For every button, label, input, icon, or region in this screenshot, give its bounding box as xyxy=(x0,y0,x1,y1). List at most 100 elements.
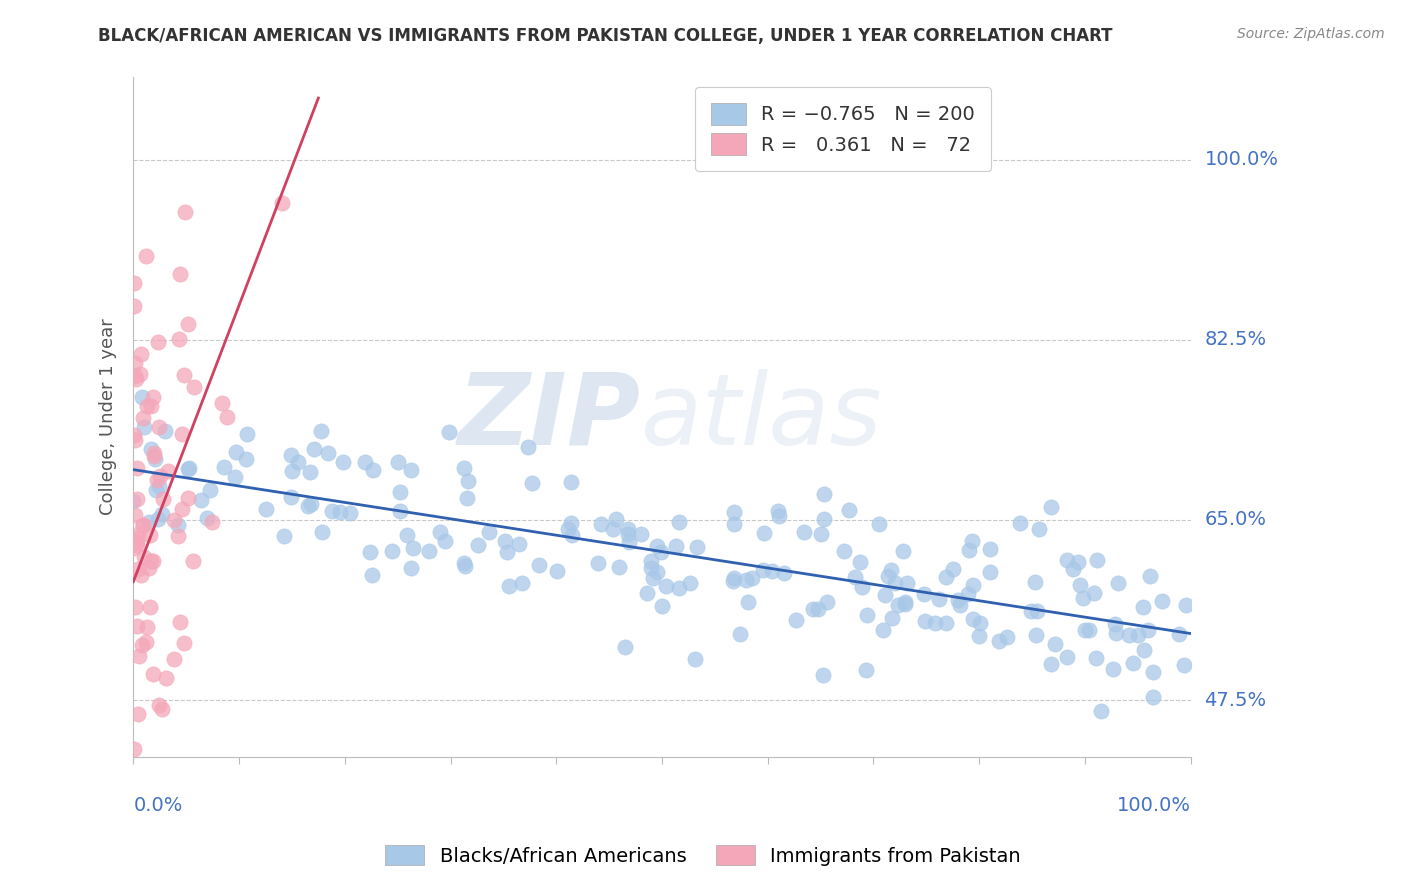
Point xyxy=(607,559,630,574)
Text: BLACK/AFRICAN AMERICAN VS IMMIGRANTS FROM PAKISTAN COLLEGE, UNDER 1 YEAR CORRELA: BLACK/AFRICAN AMERICAN VS IMMIGRANTS FRO… xyxy=(98,27,1114,45)
Point xyxy=(131,638,153,652)
Point xyxy=(129,567,152,582)
Point xyxy=(183,379,205,393)
Point xyxy=(807,601,830,615)
Point xyxy=(1039,657,1062,672)
Point xyxy=(124,508,146,523)
Point xyxy=(332,455,354,469)
Point xyxy=(418,544,440,558)
Point xyxy=(969,616,991,631)
Text: 47.5%: 47.5% xyxy=(1205,690,1267,709)
Point xyxy=(339,507,361,521)
Point xyxy=(280,448,302,462)
Point xyxy=(650,544,672,558)
Point xyxy=(125,372,148,386)
Point xyxy=(813,487,835,501)
Point xyxy=(132,419,155,434)
Point xyxy=(617,526,640,541)
Point xyxy=(813,512,835,526)
Point xyxy=(1085,553,1108,567)
Point xyxy=(287,455,309,469)
Point xyxy=(273,529,295,543)
Point xyxy=(142,390,165,404)
Point xyxy=(170,427,193,442)
Point xyxy=(1139,569,1161,583)
Point xyxy=(139,400,162,414)
Point xyxy=(1104,616,1126,631)
Point xyxy=(270,196,292,211)
Point xyxy=(640,553,662,567)
Point xyxy=(124,433,146,447)
Point xyxy=(1136,623,1159,637)
Point xyxy=(851,580,873,594)
Point xyxy=(201,515,224,529)
Point xyxy=(1024,574,1046,589)
Point xyxy=(962,577,984,591)
Point xyxy=(125,618,148,632)
Point xyxy=(1040,500,1063,514)
Y-axis label: College, Under 1 year: College, Under 1 year xyxy=(100,318,117,516)
Point xyxy=(157,464,180,478)
Point xyxy=(527,558,550,573)
Point xyxy=(163,513,186,527)
Point xyxy=(880,611,903,625)
Point xyxy=(433,533,456,548)
Point xyxy=(395,527,418,541)
Point xyxy=(752,526,775,541)
Point xyxy=(453,556,475,570)
Point xyxy=(124,368,146,383)
Point xyxy=(361,568,384,582)
Point xyxy=(1083,586,1105,600)
Point xyxy=(884,576,907,591)
Point xyxy=(1045,637,1067,651)
Point xyxy=(145,483,167,497)
Point xyxy=(142,446,165,460)
Point xyxy=(143,451,166,466)
Point xyxy=(135,400,157,414)
Point xyxy=(785,613,807,627)
Point xyxy=(723,516,745,531)
Point xyxy=(619,535,641,549)
Point xyxy=(135,635,157,649)
Point xyxy=(139,527,162,541)
Text: 65.0%: 65.0% xyxy=(1205,510,1267,530)
Point xyxy=(935,569,957,583)
Point xyxy=(142,667,165,681)
Point xyxy=(602,521,624,535)
Point xyxy=(134,549,156,564)
Point xyxy=(979,542,1001,557)
Text: 0.0%: 0.0% xyxy=(134,796,183,814)
Point xyxy=(946,593,969,607)
Point xyxy=(868,517,890,532)
Point xyxy=(832,543,855,558)
Point xyxy=(793,524,815,539)
Point xyxy=(1062,562,1084,576)
Point xyxy=(768,508,790,523)
Point xyxy=(127,562,149,576)
Point xyxy=(329,505,352,519)
Text: ZIP: ZIP xyxy=(458,368,641,466)
Point xyxy=(299,465,322,479)
Point xyxy=(139,600,162,615)
Point xyxy=(132,517,155,532)
Point xyxy=(887,598,910,612)
Point xyxy=(723,574,745,588)
Point xyxy=(560,516,582,531)
Point xyxy=(148,420,170,434)
Point xyxy=(155,671,177,685)
Point xyxy=(389,485,412,500)
Point xyxy=(728,626,751,640)
Text: 100.0%: 100.0% xyxy=(1116,796,1191,814)
Point xyxy=(131,391,153,405)
Point xyxy=(616,522,638,536)
Point xyxy=(148,698,170,712)
Point xyxy=(167,518,190,533)
Point xyxy=(387,455,409,469)
Point xyxy=(1069,578,1091,592)
Point xyxy=(139,553,162,567)
Point xyxy=(1025,605,1047,619)
Point xyxy=(177,491,200,505)
Point xyxy=(1142,690,1164,704)
Point xyxy=(125,531,148,545)
Point xyxy=(1118,627,1140,641)
